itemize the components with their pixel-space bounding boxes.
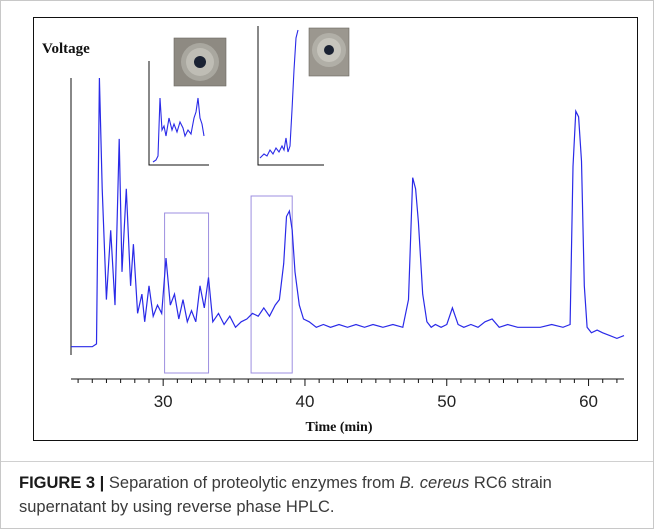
inset-2-trace — [259, 29, 299, 159]
inset-chart-2 — [257, 26, 350, 166]
y-axis-label: Voltage — [42, 41, 90, 57]
inset-chart-1 — [148, 37, 227, 166]
x-ticks — [77, 379, 618, 386]
caption-label: FIGURE 3 | — [19, 474, 105, 492]
caption-text-2: RC6 strain supernatant by using reverse … — [19, 474, 552, 516]
chromatogram-svg: Voltage 30 40 50 60 — [42, 26, 625, 435]
caption-separator — [1, 461, 653, 462]
chromatogram-trace — [71, 77, 625, 348]
figure-caption: FIGURE 3 | Separation of proteolytic enz… — [19, 471, 639, 519]
x-tick-labels: 30 40 50 60 — [154, 392, 598, 411]
inset-2-photo — [308, 27, 350, 77]
inset-2-axes — [257, 26, 324, 166]
inset-1-trace — [152, 97, 205, 163]
x-tick-label: 60 — [579, 392, 598, 411]
x-tick-label: 40 — [296, 392, 315, 411]
caption-species: B. cereus — [399, 474, 470, 492]
inset-1-axes — [148, 61, 209, 166]
highlight-box-1 — [164, 212, 210, 374]
x-axis-label: Time (min) — [305, 420, 372, 435]
caption-text-1: Separation of proteolytic enzymes from — [104, 474, 400, 492]
chart-box: Voltage 30 40 50 60 — [33, 17, 638, 441]
x-tick-label: 50 — [437, 392, 456, 411]
highlight-boxes — [164, 195, 293, 374]
x-tick-label: 30 — [154, 392, 173, 411]
inset-1-photo — [173, 37, 227, 87]
highlight-box-2 — [250, 195, 293, 374]
